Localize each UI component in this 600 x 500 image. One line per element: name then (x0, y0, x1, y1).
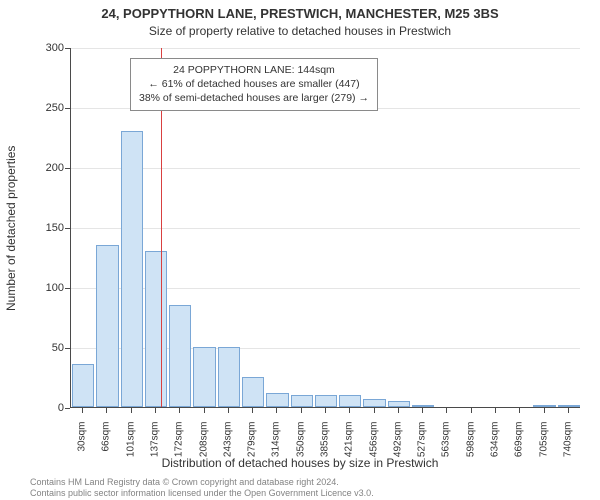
xtick-mark (106, 408, 107, 413)
xtick-label: 137sqm (150, 422, 161, 472)
xtick-mark (204, 408, 205, 413)
xtick-mark (495, 408, 496, 413)
histogram-bar (193, 347, 215, 407)
footer-line-2: Contains public sector information licen… (30, 488, 374, 498)
xtick-mark (446, 408, 447, 413)
histogram-bar (72, 364, 94, 407)
y-axis-label: Number of detached properties (4, 145, 18, 310)
ytick-label: 50 (24, 342, 64, 354)
xtick-label: 314sqm (271, 422, 282, 472)
xtick-mark (568, 408, 569, 413)
xtick-label: 563sqm (441, 422, 452, 472)
xtick-mark (82, 408, 83, 413)
xtick-mark (155, 408, 156, 413)
xtick-mark (422, 408, 423, 413)
annotation-line-3: 38% of semi-detached houses are larger (… (139, 91, 369, 105)
histogram-bar (339, 395, 361, 407)
xtick-mark (301, 408, 302, 413)
xtick-mark (325, 408, 326, 413)
gridline (71, 228, 580, 229)
histogram-bar (291, 395, 313, 407)
histogram-bar (121, 131, 143, 407)
xtick-mark (276, 408, 277, 413)
ytick-mark (65, 408, 70, 409)
histogram-bar (533, 405, 555, 407)
ytick-label: 150 (24, 222, 64, 234)
ytick-mark (65, 288, 70, 289)
xtick-mark (252, 408, 253, 413)
title-sub: Size of property relative to detached ho… (0, 24, 600, 38)
ytick-label: 300 (24, 42, 64, 54)
footer-line-1: Contains HM Land Registry data © Crown c… (30, 477, 374, 487)
ytick-label: 250 (24, 102, 64, 114)
xtick-mark (519, 408, 520, 413)
xtick-label: 705sqm (538, 422, 549, 472)
ytick-label: 0 (24, 402, 64, 414)
xtick-label: 279sqm (247, 422, 258, 472)
xtick-label: 598sqm (465, 422, 476, 472)
ytick-mark (65, 168, 70, 169)
xtick-label: 740sqm (562, 422, 573, 472)
annotation-line-2: ← 61% of detached houses are smaller (44… (139, 77, 369, 91)
xtick-mark (544, 408, 545, 413)
xtick-label: 101sqm (125, 422, 136, 472)
xtick-mark (179, 408, 180, 413)
histogram-bar (169, 305, 191, 407)
histogram-bar (266, 393, 288, 407)
gridline (71, 168, 580, 169)
xtick-label: 350sqm (295, 422, 306, 472)
xtick-label: 492sqm (392, 422, 403, 472)
xtick-mark (349, 408, 350, 413)
xtick-label: 385sqm (320, 422, 331, 472)
annotation-line-1: 24 POPPYTHORN LANE: 144sqm (139, 63, 369, 77)
histogram-bar (558, 405, 580, 407)
xtick-label: 527sqm (417, 422, 428, 472)
xtick-mark (131, 408, 132, 413)
gridline (71, 48, 580, 49)
xtick-mark (228, 408, 229, 413)
ytick-label: 100 (24, 282, 64, 294)
xtick-mark (374, 408, 375, 413)
xtick-label: 421sqm (344, 422, 355, 472)
annotation-box: 24 POPPYTHORN LANE: 144sqm ← 61% of deta… (130, 58, 378, 111)
histogram-bar (145, 251, 167, 407)
ytick-mark (65, 228, 70, 229)
ytick-mark (65, 348, 70, 349)
chart-root: 24, POPPYTHORN LANE, PRESTWICH, MANCHEST… (0, 0, 600, 500)
histogram-bar (363, 399, 385, 407)
xtick-label: 456sqm (368, 422, 379, 472)
title-main: 24, POPPYTHORN LANE, PRESTWICH, MANCHEST… (0, 6, 600, 21)
xtick-label: 172sqm (174, 422, 185, 472)
xtick-label: 243sqm (222, 422, 233, 472)
histogram-bar (218, 347, 240, 407)
xtick-label: 669sqm (514, 422, 525, 472)
xtick-mark (398, 408, 399, 413)
histogram-bar (412, 405, 434, 407)
ytick-mark (65, 108, 70, 109)
ytick-label: 200 (24, 162, 64, 174)
xtick-mark (471, 408, 472, 413)
xtick-label: 66sqm (101, 422, 112, 472)
ytick-mark (65, 48, 70, 49)
footer-attribution: Contains HM Land Registry data © Crown c… (30, 477, 374, 498)
histogram-bar (315, 395, 337, 407)
histogram-bar (242, 377, 264, 407)
histogram-bar (388, 401, 410, 407)
xtick-label: 634sqm (490, 422, 501, 472)
histogram-bar (96, 245, 118, 407)
xtick-label: 208sqm (198, 422, 209, 472)
xtick-label: 30sqm (77, 422, 88, 472)
